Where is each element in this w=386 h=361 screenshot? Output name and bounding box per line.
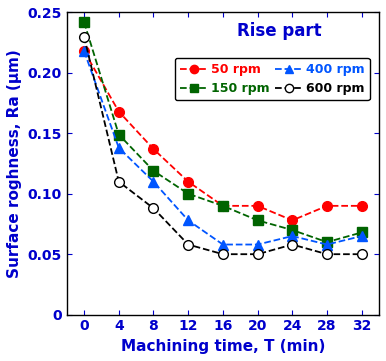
600 rpm xyxy=(290,242,295,247)
400 rpm xyxy=(255,242,260,247)
Y-axis label: Surface roghness, Ra (μm): Surface roghness, Ra (μm) xyxy=(7,49,22,278)
150 rpm xyxy=(359,230,364,235)
50 rpm xyxy=(82,49,86,53)
150 rpm xyxy=(186,192,191,196)
600 rpm xyxy=(82,34,86,39)
Line: 50 rpm: 50 rpm xyxy=(79,46,367,225)
150 rpm xyxy=(290,228,295,232)
50 rpm xyxy=(117,109,121,114)
Line: 150 rpm: 150 rpm xyxy=(79,17,367,247)
400 rpm xyxy=(82,49,86,53)
600 rpm xyxy=(186,242,191,247)
400 rpm xyxy=(220,242,225,247)
600 rpm xyxy=(325,252,329,256)
600 rpm xyxy=(359,252,364,256)
600 rpm xyxy=(220,252,225,256)
600 rpm xyxy=(255,252,260,256)
Text: Rise part: Rise part xyxy=(237,22,322,39)
50 rpm xyxy=(255,204,260,208)
Legend: 50 rpm, 150 rpm, 400 rpm, 600 rpm: 50 rpm, 150 rpm, 400 rpm, 600 rpm xyxy=(175,58,370,100)
50 rpm xyxy=(290,218,295,222)
400 rpm xyxy=(117,145,121,150)
50 rpm xyxy=(325,204,329,208)
400 rpm xyxy=(290,234,295,238)
150 rpm xyxy=(151,169,156,173)
400 rpm xyxy=(151,179,156,184)
50 rpm xyxy=(151,147,156,151)
Line: 600 rpm: 600 rpm xyxy=(79,32,367,259)
50 rpm xyxy=(359,204,364,208)
150 rpm xyxy=(220,204,225,208)
600 rpm xyxy=(151,206,156,210)
150 rpm xyxy=(117,132,121,137)
150 rpm xyxy=(82,20,86,24)
600 rpm xyxy=(117,179,121,184)
150 rpm xyxy=(325,240,329,244)
400 rpm xyxy=(359,234,364,238)
400 rpm xyxy=(186,218,191,222)
50 rpm xyxy=(220,204,225,208)
X-axis label: Machining time, T (min): Machining time, T (min) xyxy=(121,339,325,354)
400 rpm xyxy=(325,242,329,247)
150 rpm xyxy=(255,218,260,222)
Line: 400 rpm: 400 rpm xyxy=(79,46,367,249)
50 rpm xyxy=(186,179,191,184)
